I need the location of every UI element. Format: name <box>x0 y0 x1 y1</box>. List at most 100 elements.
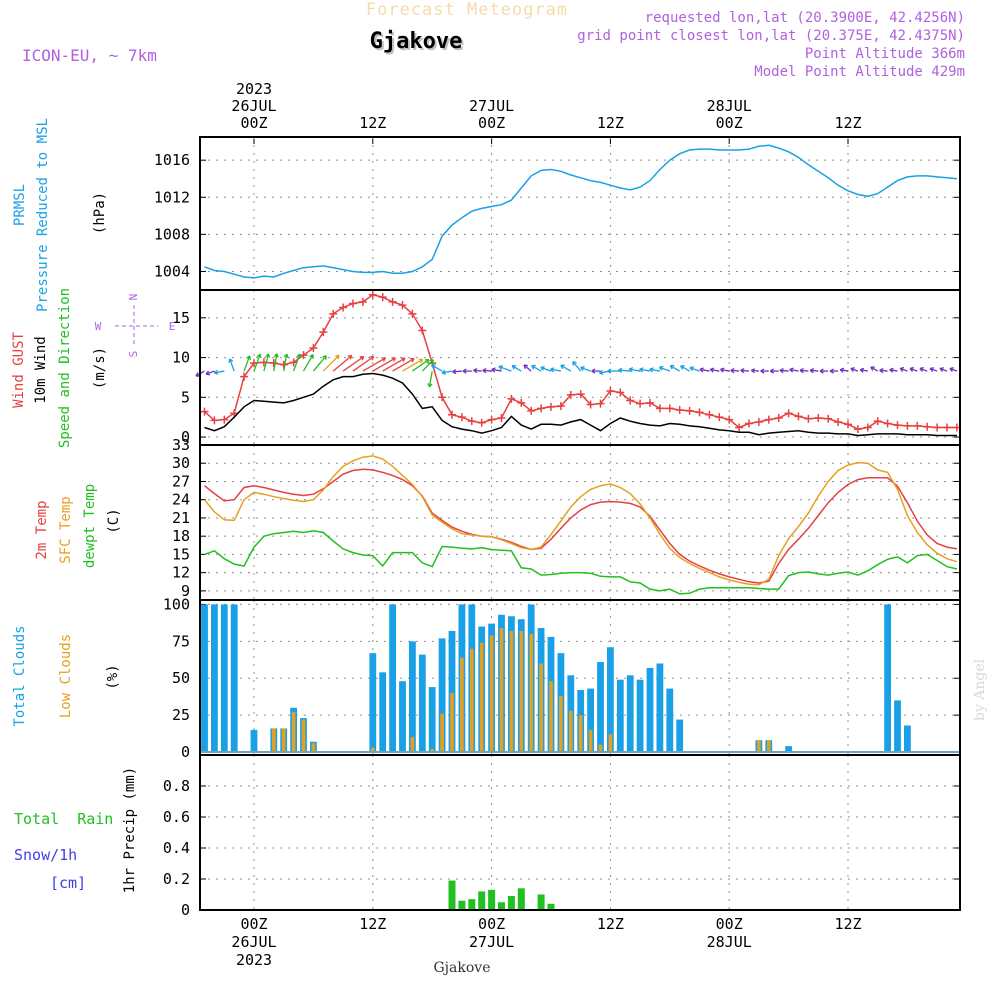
gust-marker <box>853 425 862 434</box>
gust-marker <box>497 413 506 422</box>
wind-arrow-head <box>819 368 824 374</box>
y-tick-label: 10 <box>172 349 190 367</box>
gust-marker <box>329 309 338 318</box>
total-clouds-bar <box>894 700 901 753</box>
wind-arrow-head <box>560 364 565 370</box>
total-rain-bar <box>537 894 545 910</box>
wind-arrow <box>205 370 215 375</box>
wind-arrow-head <box>424 358 430 364</box>
gust-marker <box>636 399 645 408</box>
wind-arrow-head <box>929 367 935 373</box>
total-rain-bar <box>468 899 476 910</box>
total-rain-bar <box>498 902 505 910</box>
bottom-time-label: 28JUL <box>707 933 752 951</box>
compass-w: W <box>95 320 102 333</box>
wind-arrow-head <box>273 353 279 358</box>
wind-arrow <box>372 357 396 372</box>
low-clouds-label: Low Clouds <box>58 634 74 718</box>
gust-marker <box>863 423 872 432</box>
wind-arrow-head <box>789 367 794 373</box>
wind-arrow-head <box>452 369 457 375</box>
low-clouds-bar <box>291 712 296 753</box>
wind-arrow-head <box>265 353 271 358</box>
gust-marker <box>844 420 852 429</box>
total-clouds-bar <box>230 604 238 753</box>
y-tick-label: 0.4 <box>163 839 190 857</box>
wind-arrow-head <box>591 368 596 374</box>
gust-marker <box>240 372 249 381</box>
gust-marker <box>339 303 348 312</box>
wind-arrow <box>392 358 415 372</box>
gust-marker <box>883 419 892 428</box>
y-tick-label: 0 <box>181 743 190 761</box>
total-clouds-bar <box>428 687 436 753</box>
wind-arrow-head <box>531 364 536 370</box>
wind-arrow-head <box>296 353 302 359</box>
wind-arrow <box>730 369 740 372</box>
total-clouds-bar <box>201 604 208 753</box>
y-tick-label: 15 <box>172 545 190 563</box>
wind-arrow <box>540 366 552 372</box>
wind-gust-line <box>204 293 957 430</box>
wind-arrow-head <box>730 368 735 374</box>
wind-arrow <box>799 369 809 372</box>
top-time-label: 26JUL <box>231 97 276 115</box>
wind-arrow-head <box>511 365 517 370</box>
wind-arrow <box>421 359 434 372</box>
wind-gust-label: Wind GUST <box>11 332 27 408</box>
footer-location: Gjakove <box>434 960 491 976</box>
y-tick-label: 1008 <box>154 225 190 243</box>
low-clouds-bar <box>509 631 514 753</box>
panel-frame <box>199 754 961 911</box>
y-tick-label: 30 <box>172 454 190 472</box>
gust-marker <box>606 386 615 395</box>
y-tick-label: 33 <box>172 436 190 454</box>
total-clouds-bar <box>379 672 387 753</box>
wind-arrow-head <box>347 354 353 360</box>
total-clouds-bar <box>676 719 684 753</box>
top-time-label: 12Z <box>597 114 624 132</box>
gust-marker <box>378 293 387 302</box>
total-clouds-bar <box>884 604 891 753</box>
bottom-time-label: 12Z <box>359 915 386 933</box>
wind-arrow-head <box>427 382 433 388</box>
10m-wind-line <box>204 372 957 437</box>
total-rain-bar <box>458 900 466 910</box>
gust-marker <box>527 406 536 415</box>
gust-marker <box>576 390 585 399</box>
wind-arrow <box>362 357 386 372</box>
gust-marker <box>230 409 239 418</box>
wind-arrow-head <box>669 364 675 370</box>
wind-arrow <box>253 353 261 372</box>
wind-arrow-head <box>369 355 375 361</box>
low-clouds-bar <box>569 710 573 753</box>
wind-arrow-head <box>381 357 386 362</box>
prmsl-line <box>204 144 957 279</box>
gust-marker <box>358 297 367 306</box>
wind-arrow <box>263 353 270 372</box>
gust-marker <box>705 410 714 419</box>
y-tick-label: 27 <box>172 472 190 490</box>
wind-arrow-head <box>429 359 434 365</box>
wind-arrow <box>428 370 433 388</box>
wind-arrow-head <box>205 370 211 376</box>
low-clouds-bar <box>578 715 583 753</box>
wind-arrow <box>560 364 572 372</box>
wind-arrow <box>332 354 353 372</box>
wind-arrow-head <box>689 366 695 372</box>
y-tick-label: 0.8 <box>163 777 190 795</box>
temp-2m-label: 2m Temp <box>34 500 50 559</box>
gust-marker <box>477 418 486 427</box>
wind-arrow-head <box>410 357 415 363</box>
wind-arrow <box>879 369 888 372</box>
gust-marker <box>893 421 902 430</box>
y-tick-label: 1012 <box>154 188 190 206</box>
gust-marker <box>457 413 466 422</box>
gust-marker <box>269 359 278 368</box>
y-tick-label: 0 <box>181 901 190 919</box>
wind-arrow <box>273 353 278 372</box>
wind-arrow <box>402 358 424 372</box>
wind-arrow-head <box>949 367 954 373</box>
low-clouds-bar <box>470 648 474 753</box>
model-label: ICON-EU, ~ 7km <box>22 46 157 65</box>
